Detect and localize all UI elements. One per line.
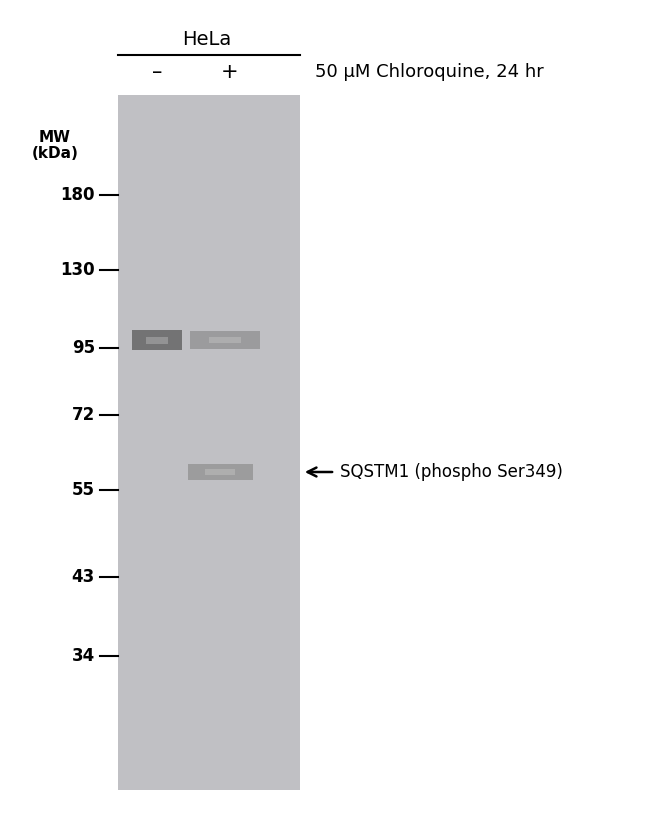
Text: +: + — [221, 62, 239, 82]
Text: 95: 95 — [72, 339, 95, 357]
Bar — [209, 337, 240, 343]
Bar — [118, 95, 300, 790]
Text: HeLa: HeLa — [183, 30, 231, 49]
Bar — [132, 330, 182, 350]
Text: 180: 180 — [60, 186, 95, 204]
Bar — [146, 336, 168, 344]
Text: 34: 34 — [72, 647, 95, 665]
Text: 55: 55 — [72, 481, 95, 499]
Bar — [187, 464, 252, 480]
Text: 50 μM Chloroquine, 24 hr: 50 μM Chloroquine, 24 hr — [315, 63, 544, 81]
Text: 72: 72 — [72, 406, 95, 424]
Text: SQSTM1 (phospho Ser349): SQSTM1 (phospho Ser349) — [340, 463, 563, 481]
FancyArrowPatch shape — [307, 468, 332, 476]
Text: –: – — [152, 62, 162, 82]
Text: 43: 43 — [72, 568, 95, 586]
Text: MW
(kDa): MW (kDa) — [32, 130, 79, 161]
Bar — [205, 470, 235, 474]
Bar — [190, 331, 260, 349]
Text: 130: 130 — [60, 261, 95, 279]
